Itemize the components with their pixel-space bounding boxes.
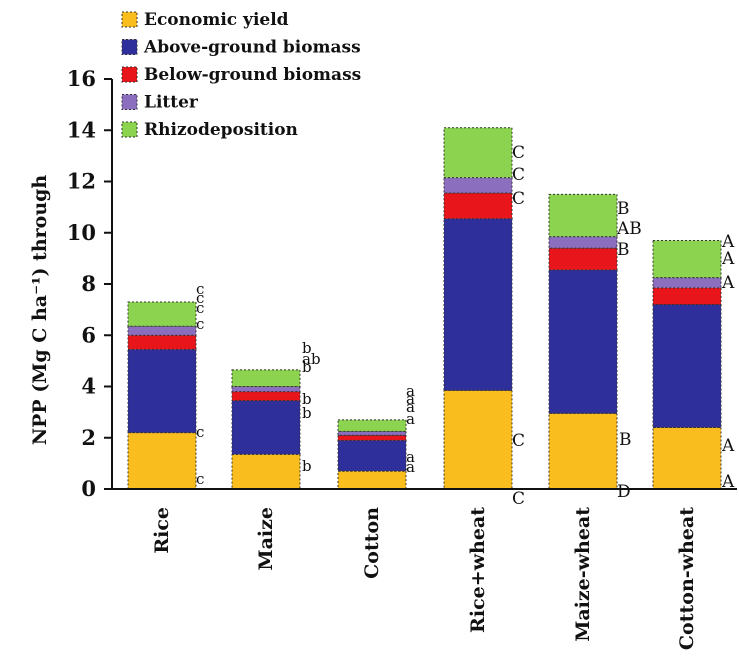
bar-rice-wheat-litter xyxy=(443,177,513,194)
x-tick-label: Maize xyxy=(255,507,277,570)
y-tick-label: 12 xyxy=(67,169,96,194)
bar-maize-wheat-litter xyxy=(548,236,618,249)
significance-letter: AB xyxy=(616,219,642,239)
legend-label: Litter xyxy=(144,93,199,113)
significance-letter: A xyxy=(721,472,735,492)
significance-letter: A xyxy=(721,232,735,252)
bar-cotton-wheat-economic-yield xyxy=(652,427,722,490)
significance-letter: C xyxy=(512,189,525,209)
x-tick-label: Cotton-wheat xyxy=(676,507,698,650)
significance-letter: a xyxy=(406,390,415,408)
significance-letter: b xyxy=(302,390,312,408)
bar-maize-rhizodeposition xyxy=(231,369,301,387)
legend-label: Above-ground biomass xyxy=(143,38,361,58)
significance-letter: a xyxy=(406,458,415,476)
y-tick-label: 2 xyxy=(81,425,96,450)
significance-letter: B xyxy=(617,199,630,219)
bar-maize-wheat-rhizodeposition xyxy=(548,193,618,238)
y-tick-label: 0 xyxy=(81,476,96,501)
bar-cotton-below-ground-biomass xyxy=(337,434,407,441)
bar-rice-litter xyxy=(127,325,197,336)
significance-letter: c xyxy=(196,315,204,333)
legend-label: Rhizodeposition xyxy=(144,120,298,140)
significance-letter: c xyxy=(196,280,204,298)
y-axis-label: NPP (Mg C ha⁻¹) through xyxy=(29,175,51,446)
legend-swatch xyxy=(121,11,138,28)
significance-letter: c xyxy=(196,470,204,488)
significance-letter: A xyxy=(721,249,735,269)
bar-cotton-wheat-below-ground-biomass xyxy=(652,287,722,305)
legend-swatch xyxy=(121,121,138,138)
bar-rice-below-ground-biomass xyxy=(127,334,197,350)
legend-swatch xyxy=(121,39,138,55)
significance-letter: b xyxy=(302,358,312,376)
significance-letter: C xyxy=(512,143,525,163)
bar-rice-rhizodeposition xyxy=(127,301,197,327)
bar-maize-wheat-below-ground-biomass xyxy=(548,247,618,271)
legend-swatch xyxy=(121,94,138,110)
bar-rice-wheat-rhizodeposition xyxy=(443,127,513,179)
bar-rice-above-ground-biomass xyxy=(127,348,197,434)
significance-letter: c xyxy=(196,423,204,441)
y-tick-label: 6 xyxy=(81,322,96,347)
bar-rice-wheat-above-ground-biomass xyxy=(443,218,513,391)
significance-letter: b xyxy=(302,404,312,422)
significance-letter: a xyxy=(406,448,415,466)
x-tick-label: Rice xyxy=(151,507,173,554)
significance-letter: A xyxy=(721,273,735,293)
significance-letter: c xyxy=(196,299,204,317)
bar-cotton-wheat-rhizodeposition xyxy=(652,239,722,279)
bar-cotton-rhizodeposition xyxy=(337,419,407,432)
significance-letter: B xyxy=(619,430,632,450)
significance-letter: C xyxy=(512,489,525,509)
bar-maize-wheat-economic-yield xyxy=(548,412,618,490)
significance-letter: a xyxy=(406,382,415,400)
bar-cotton-litter xyxy=(337,430,407,436)
significance-letter: a xyxy=(406,410,415,428)
bar-cotton-wheat-litter xyxy=(652,277,722,289)
legend-label: Below-ground biomass xyxy=(144,65,361,85)
legend-swatch xyxy=(121,66,138,83)
bar-rice-wheat-below-ground-biomass xyxy=(443,192,513,220)
bar-cotton-economic-yield xyxy=(337,470,407,490)
x-tick-label: Cotton xyxy=(361,507,383,579)
legend: Economic yield Above-ground biomass Below-… xyxy=(121,10,361,140)
axes-group: 0 2 4 6 8 10 12 14 16 Rice Maize Cotton Rice+wheat Ma… xyxy=(67,66,737,650)
y-tick-label: 4 xyxy=(81,374,96,399)
significance-letter: D xyxy=(617,482,631,502)
bars-group xyxy=(127,127,722,490)
y-tick-label: 16 xyxy=(67,66,96,91)
y-tick-label: 14 xyxy=(67,117,96,142)
bar-maize-below-ground-biomass xyxy=(231,391,301,402)
significance-letter: A xyxy=(721,436,735,456)
y-tick-label: 8 xyxy=(81,271,96,296)
bar-cotton-above-ground-biomass xyxy=(337,439,407,472)
y-tick-label: 10 xyxy=(67,220,96,245)
significance-letter: b xyxy=(302,339,312,357)
bar-rice-wheat-economic-yield xyxy=(443,389,513,490)
significance-letter: ab xyxy=(302,350,321,368)
significance-letter: b xyxy=(302,457,312,475)
bar-maize-economic-yield xyxy=(231,453,301,490)
significance-letter: C xyxy=(512,165,525,185)
significance-letter: B xyxy=(617,240,630,260)
significance-letter: a xyxy=(406,398,415,416)
significance-letter: c xyxy=(196,289,204,307)
significance-letter: C xyxy=(512,431,525,451)
legend-label: Economic yield xyxy=(144,10,289,30)
bar-maize-wheat-above-ground-biomass xyxy=(548,269,618,414)
bar-maize-above-ground-biomass xyxy=(231,400,301,455)
bar-maize-litter xyxy=(231,386,301,393)
bar-cotton-wheat-above-ground-biomass xyxy=(652,304,722,428)
x-tick-label: Maize-wheat xyxy=(572,507,594,642)
bar-rice-economic-yield xyxy=(127,432,197,490)
x-tick-label: Rice+wheat xyxy=(467,507,489,633)
